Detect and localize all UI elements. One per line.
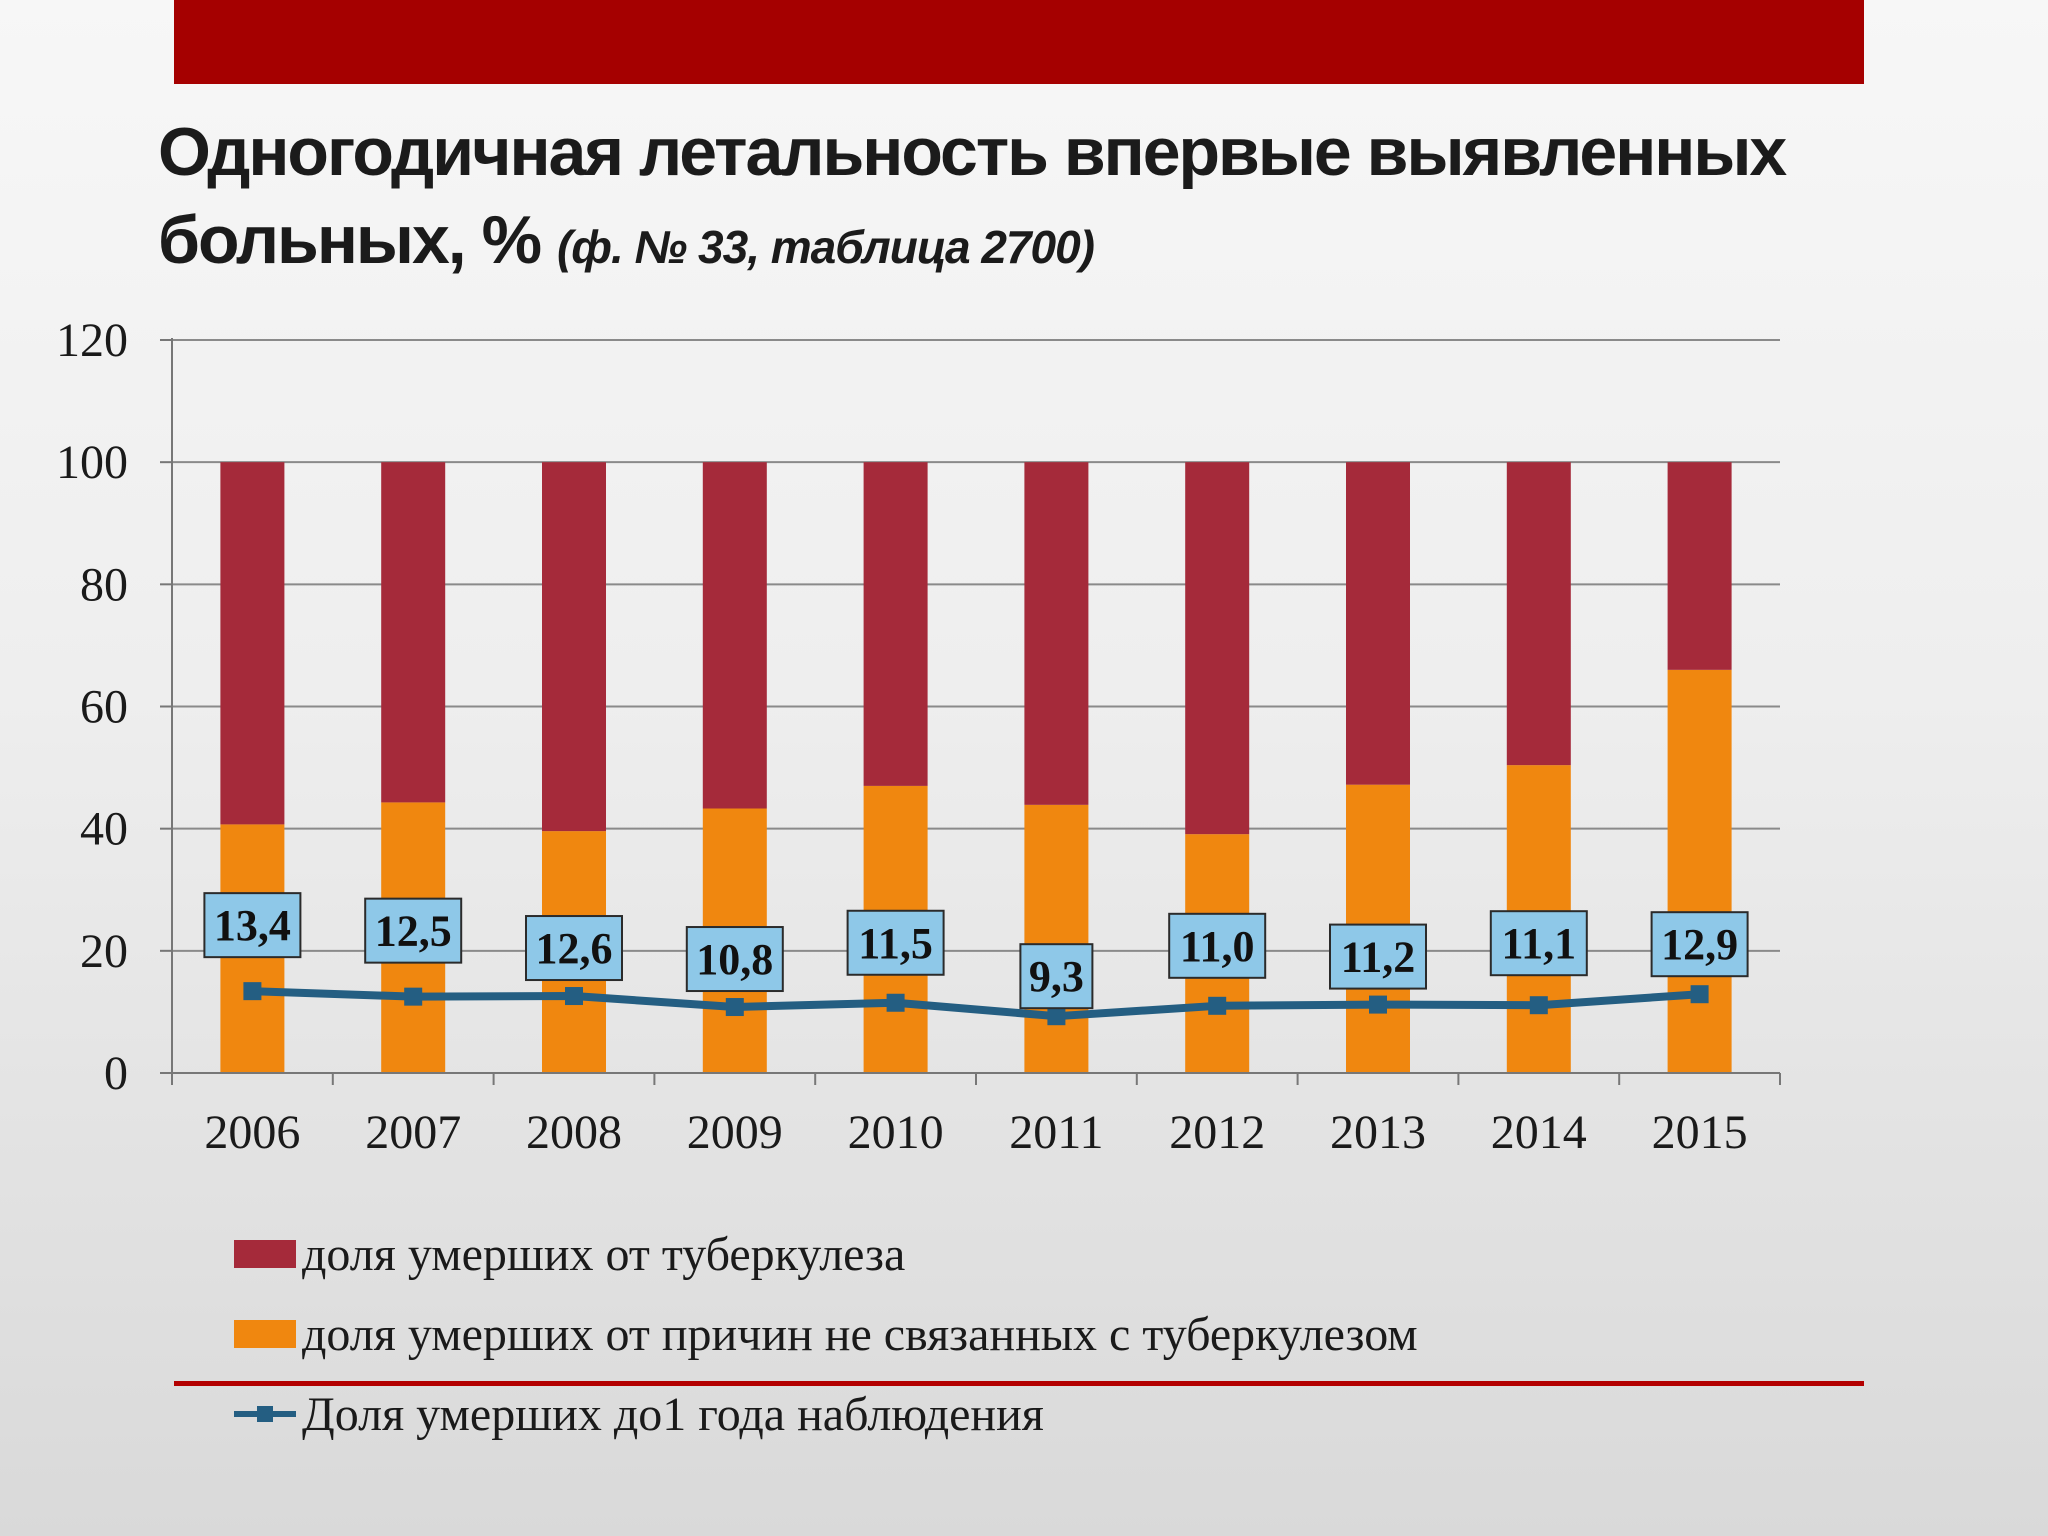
slide-title: Одногодичная летальность впервые выявлен… <box>158 108 1858 291</box>
legend: доля умерших от туберкулеза доля умерших… <box>234 1214 1418 1454</box>
legend-item-other: доля умерших от причин не связанных с ту… <box>234 1294 1418 1374</box>
data-label-text: 13,4 <box>214 901 291 950</box>
y-tick-label: 60 <box>80 681 128 734</box>
data-label-2014: 11,1 <box>1489 910 1588 977</box>
bar-tb-2013 <box>1346 462 1410 785</box>
y-tick-label: 100 <box>56 436 128 489</box>
x-tick-label: 2013 <box>1330 1106 1426 1159</box>
data-label-text: 11,1 <box>1502 919 1577 968</box>
bar-tb-2007 <box>381 462 446 803</box>
bar-tb-2014 <box>1506 462 1571 766</box>
data-label-2009: 10,8 <box>685 926 784 993</box>
bar-tb-2009 <box>702 462 767 809</box>
legend-swatch-tb <box>234 1240 296 1268</box>
x-tick-label: 2009 <box>687 1106 783 1159</box>
data-label-2006: 13,4 <box>203 892 302 959</box>
bar-other-2015 <box>1667 669 1732 1073</box>
data-label-box <box>1019 943 1094 1010</box>
data-label-2007: 12,5 <box>364 897 463 964</box>
y-tick-label: 40 <box>80 803 128 856</box>
data-label-box <box>525 915 623 982</box>
title-main: Одногодичная летальность впервые выявлен… <box>158 114 1787 278</box>
legend-item-line: Доля умерших до1 года наблюдения <box>234 1374 1418 1454</box>
bar-tb-2011 <box>1024 462 1089 805</box>
x-tick-label: 2011 <box>1009 1106 1103 1159</box>
bar-tb-2008 <box>542 462 606 832</box>
data-label-2012: 11,0 <box>1168 912 1267 979</box>
x-tick-label: 2006 <box>204 1106 300 1159</box>
x-tick-labels: 2006 2007 2008 2009 2010 2011 2012 2013 2014 2015 <box>204 1106 1747 1159</box>
line-path <box>252 987 1700 1021</box>
y-tick-label: 120 <box>56 314 128 367</box>
x-tick-label: 2015 <box>1652 1106 1748 1159</box>
header-bar <box>174 0 1864 84</box>
bar-tb-2012 <box>1185 462 1250 835</box>
bar-tb-2006 <box>220 462 285 825</box>
line-point-2014 <box>1529 996 1548 1015</box>
line-point-2015 <box>1690 985 1709 1004</box>
legend-label-tb: доля умерших от туберкулеза <box>302 1227 906 1281</box>
data-label-box <box>1650 911 1749 978</box>
data-label-box <box>1329 923 1427 990</box>
y-tick-labels: 0 20 40 60 80 100 120 <box>56 314 128 1100</box>
data-label-box <box>1489 910 1588 977</box>
data-label-box <box>685 926 784 993</box>
line-point-2009 <box>725 998 744 1017</box>
bar-tb-2010 <box>863 462 928 786</box>
data-label-text: 11,5 <box>858 919 933 968</box>
data-label-box <box>1168 912 1267 979</box>
legend-label-other: доля умерших от причин не связанных с ту… <box>302 1307 1418 1361</box>
data-label-box <box>203 892 302 959</box>
x-tick-label: 2007 <box>365 1106 461 1159</box>
line-point-2012 <box>1208 996 1227 1015</box>
data-label-text: 9,3 <box>1029 952 1084 1001</box>
line-point-2010 <box>886 993 905 1012</box>
data-label-text: 12,9 <box>1661 920 1738 969</box>
line-series <box>243 982 1709 1026</box>
data-label-2013: 11,2 <box>1329 923 1427 990</box>
x-tick-label: 2010 <box>848 1106 944 1159</box>
data-label-text: 12,5 <box>375 907 452 956</box>
data-label-box <box>364 897 463 964</box>
legend-item-tb: доля умерших от туберкулеза <box>234 1214 1418 1294</box>
data-label-text: 11,0 <box>1180 922 1255 971</box>
data-label-2015: 12,9 <box>1650 911 1749 978</box>
data-label-text: 11,2 <box>1341 933 1416 982</box>
y-tick-label: 0 <box>104 1047 128 1100</box>
line-point-2007 <box>404 987 423 1006</box>
data-label-2010: 11,5 <box>846 909 945 976</box>
data-label-text: 10,8 <box>696 935 773 984</box>
legend-swatch-other <box>234 1320 296 1348</box>
line-point-2008 <box>565 987 583 1006</box>
x-tick-label: 2012 <box>1169 1106 1265 1159</box>
x-tick-label: 2008 <box>526 1106 622 1159</box>
x-tick-label: 2014 <box>1491 1106 1587 1159</box>
y-tick-label: 80 <box>80 558 128 611</box>
bottom-divider <box>174 1381 1864 1386</box>
legend-line-marker <box>234 1400 296 1428</box>
data-label-2011: 9,3 <box>1019 943 1094 1010</box>
bar-tb-2015 <box>1667 462 1732 670</box>
data-labels: 13,4 12,5 12,6 10,8 11,5 9,3 11,0 11,2 11,1 12,9 <box>203 892 1749 1010</box>
y-tick-label: 20 <box>80 925 128 978</box>
bar-other-2011 <box>1024 804 1089 1073</box>
data-label-text: 12,6 <box>536 924 613 973</box>
line-point-2006 <box>243 982 262 1001</box>
legend-label-line: Доля умерших до1 года наблюдения <box>302 1387 1044 1441</box>
data-label-box <box>846 909 945 976</box>
axes <box>160 338 1781 1085</box>
data-label-2008: 12,6 <box>525 915 623 982</box>
title-source: (ф. № 33, таблица 2700) <box>556 221 1095 273</box>
line-point-2013 <box>1369 995 1387 1014</box>
line-point-2011 <box>1047 1007 1066 1026</box>
bars <box>220 462 1732 1073</box>
